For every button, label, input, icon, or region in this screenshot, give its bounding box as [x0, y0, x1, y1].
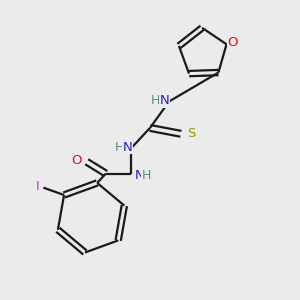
Text: H: H	[151, 94, 160, 107]
Text: O: O	[228, 36, 238, 49]
Text: N: N	[134, 169, 144, 182]
Text: H: H	[115, 141, 124, 154]
Text: H: H	[142, 169, 152, 182]
Text: I: I	[36, 180, 40, 193]
Text: N: N	[160, 94, 169, 107]
Text: N: N	[123, 141, 133, 154]
Text: S: S	[188, 127, 196, 140]
Text: O: O	[71, 154, 81, 167]
